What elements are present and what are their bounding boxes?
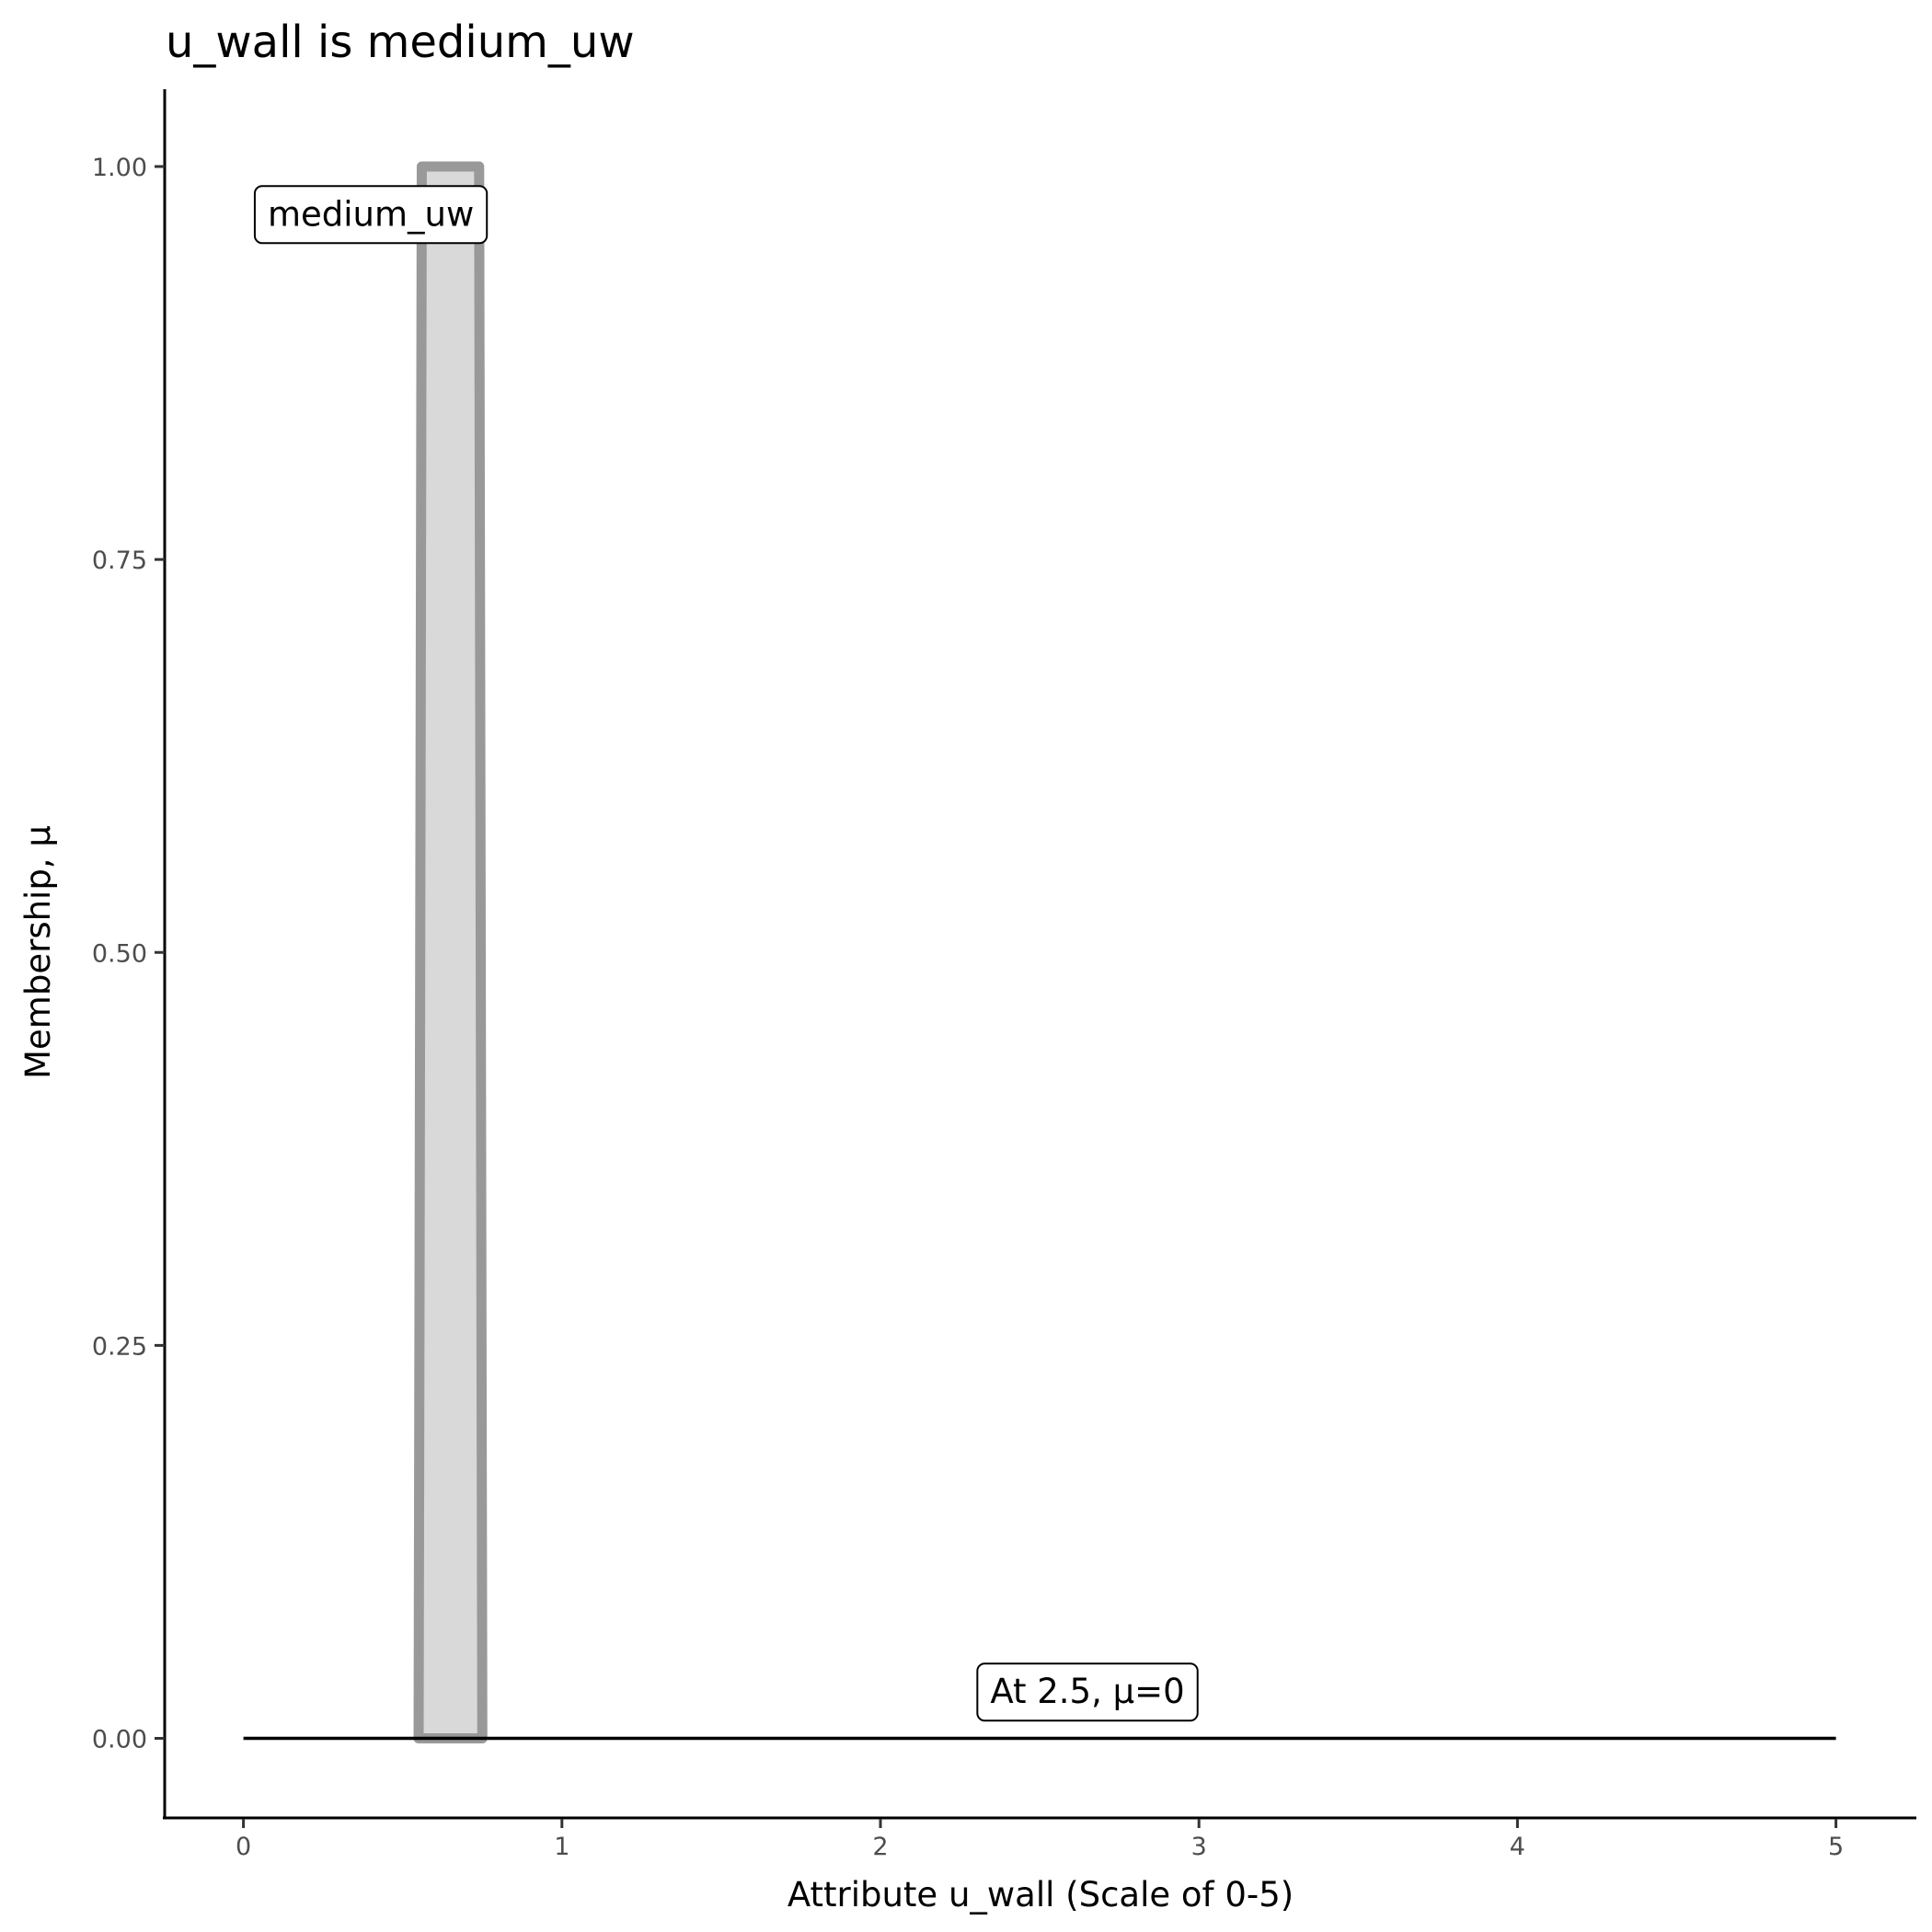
plot-area xyxy=(243,161,1836,1743)
x-ticks: 0 1 2 3 4 5 xyxy=(236,1819,1844,1861)
x-tick-label: 1 xyxy=(554,1833,569,1861)
y-tick-label: 0.00 xyxy=(92,1726,147,1754)
y-ticks: 0.00 0.25 0.50 0.75 1.00 xyxy=(92,154,165,1754)
x-axis-title: Attribute u_wall (Scale of 0-5) xyxy=(788,1875,1294,1915)
membership-polygon-medium_uw xyxy=(413,161,488,1743)
y-tick-label: 0.50 xyxy=(92,939,147,968)
y-tick-label: 0.25 xyxy=(92,1332,147,1361)
annotation-label: At 2.5, μ=0 xyxy=(976,1662,1199,1722)
y-tick-label: 1.00 xyxy=(92,154,147,182)
annotation-label: medium_uw xyxy=(253,185,489,245)
annotation-text: At 2.5, μ=0 xyxy=(990,1672,1184,1711)
annotation-box xyxy=(253,185,489,245)
x-tick-label: 5 xyxy=(1828,1833,1844,1861)
x-tick-label: 2 xyxy=(872,1833,888,1861)
y-tick-label: 0.75 xyxy=(92,546,147,575)
chart-title: u_wall is medium_uw xyxy=(166,17,635,68)
x-tick-label: 3 xyxy=(1191,1833,1207,1861)
y-axis-title: Membership, μ xyxy=(18,825,58,1079)
x-tick-label: 0 xyxy=(236,1833,251,1861)
x-tick-label: 4 xyxy=(1510,1833,1525,1861)
annotation-box xyxy=(976,1662,1199,1722)
annotations: medium_uw At 2.5, μ=0 xyxy=(253,185,1199,1722)
annotation-text: medium_uw xyxy=(268,194,474,234)
